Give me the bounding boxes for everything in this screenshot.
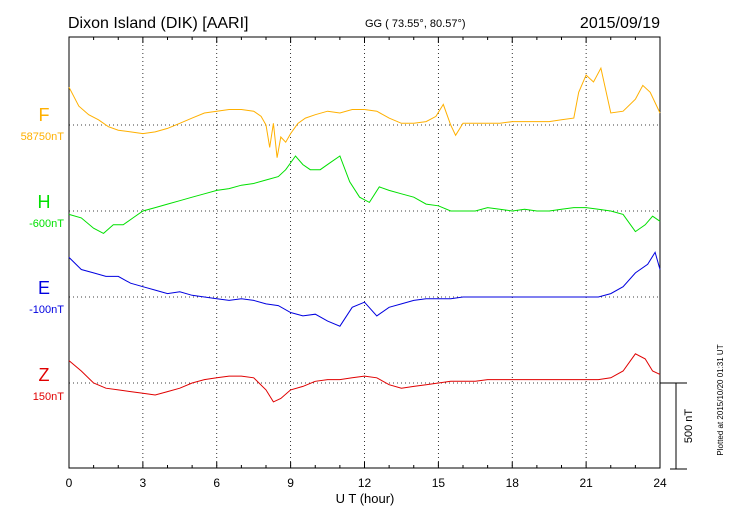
x-tick-label: 24 (653, 476, 667, 490)
chart-date: 2015/09/19 (580, 15, 660, 32)
x-tick-label: 3 (140, 476, 147, 490)
chart-title: Dixon Island (DIK) [AARI] (68, 15, 249, 32)
series-line-z (68, 353, 661, 403)
series-line-f (68, 66, 661, 158)
series-lines (68, 66, 661, 403)
series-labels: F 58750nT H -600nT E -100nT Z 150nT (21, 105, 65, 403)
scale-bar: 500 nT (660, 382, 695, 470)
x-axis: 0 3 6 9 12 15 18 21 24 (66, 37, 667, 490)
series-name-f: F (39, 105, 50, 125)
series-name-z: Z (39, 365, 50, 385)
series-line-e (68, 251, 661, 327)
x-tick-label: 21 (579, 476, 593, 490)
plotted-timestamp: Plotted at 2015/10/20 01:31 UT (716, 344, 725, 455)
x-axis-label: U T (hour) (336, 491, 395, 506)
grid (69, 37, 660, 468)
x-tick-label: 6 (213, 476, 220, 490)
series-baseline-e: -100nT (29, 304, 64, 316)
x-tick-label: 15 (432, 476, 446, 490)
series-baseline-h: -600nT (29, 218, 64, 230)
x-tick-label: 18 (506, 476, 520, 490)
series-baseline-z: 150nT (33, 391, 64, 403)
series-line-h (68, 155, 661, 235)
series-name-e: E (38, 278, 50, 298)
series-name-h: H (38, 192, 51, 212)
scale-bar-label: 500 nT (683, 409, 695, 444)
x-tick-label: 12 (358, 476, 372, 490)
series-baseline-f: 58750nT (21, 131, 65, 143)
station-coords: GG ( 73.55°, 80.57°) (365, 18, 466, 30)
x-tick-label: 9 (287, 476, 294, 490)
x-tick-label: 0 (66, 476, 73, 490)
